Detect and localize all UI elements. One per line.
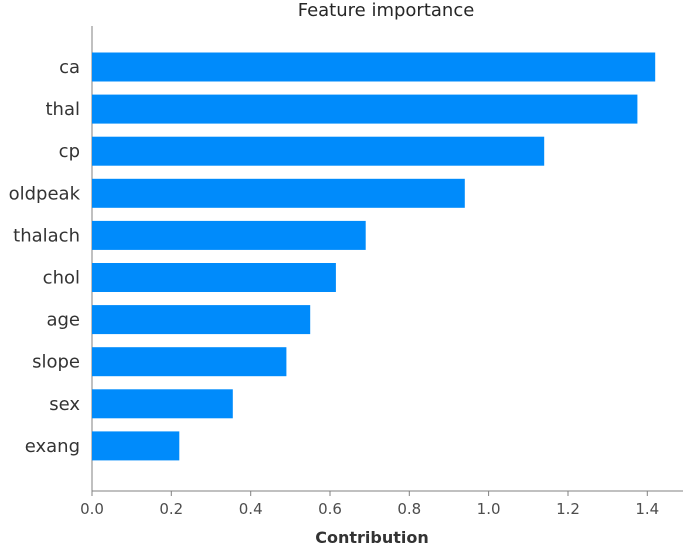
y-tick-label-oldpeak: oldpeak	[9, 183, 81, 204]
x-tick-label: 0.8	[397, 500, 421, 518]
x-tick-label: 1.2	[556, 500, 580, 518]
bars-group	[92, 52, 656, 461]
x-ticks: 0.0 0.2 0.4 0.6 0.8 1.0 1.2 1.4	[80, 491, 659, 518]
bar-cp	[92, 136, 545, 166]
x-tick-label: 0.0	[80, 500, 104, 518]
y-tick-label-thal: thal	[46, 99, 81, 120]
y-tick-label-thalach: thalach	[13, 225, 80, 246]
y-tick-label-ca: ca	[59, 57, 80, 78]
y-tick-label-chol: chol	[43, 268, 80, 289]
x-axis-label: Contribution	[315, 528, 429, 544]
bar-slope	[92, 347, 287, 377]
x-tick-label: 1.0	[477, 500, 501, 518]
bar-thal	[92, 94, 638, 124]
bar-age	[92, 305, 311, 335]
y-tick-labels: ca thal cp oldpeak thalach chol age slope sex exa…	[9, 57, 81, 457]
chart-title: Feature importance	[298, 0, 475, 21]
y-tick-label-age: age	[46, 310, 80, 331]
y-tick-label-cp: cp	[59, 141, 80, 162]
bar-thalach	[92, 220, 366, 250]
y-tick-label-exang: exang	[25, 436, 80, 457]
x-tick-label: 0.2	[159, 500, 183, 518]
x-tick-label: 1.4	[635, 500, 659, 518]
bar-exang	[92, 431, 180, 461]
x-tick-label: 0.6	[318, 500, 342, 518]
bar-ca	[92, 52, 656, 82]
bar-sex	[92, 389, 233, 419]
y-tick-label-slope: slope	[32, 352, 80, 373]
y-tick-label-sex: sex	[49, 394, 80, 415]
x-tick-label: 0.4	[239, 500, 263, 518]
bar-oldpeak	[92, 178, 465, 208]
bar-chol	[92, 263, 336, 292]
